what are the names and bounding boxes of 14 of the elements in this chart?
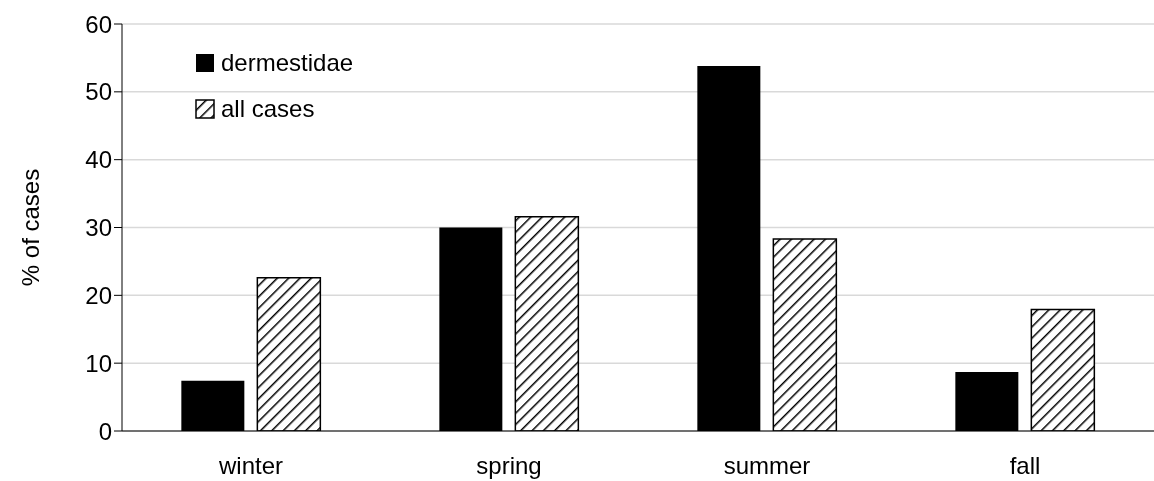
x-tick-label: summer	[723, 452, 811, 480]
legend-label: dermestidae	[221, 49, 354, 77]
y-tick-label: 10	[85, 349, 112, 377]
x-tick-label: winter	[217, 452, 284, 480]
y-tick-label: 50	[85, 78, 112, 106]
y-tick-label: 40	[85, 146, 112, 174]
y-tick-label: 20	[85, 281, 112, 309]
x-tick-label: spring	[476, 452, 542, 480]
y-tick-label: 0	[98, 417, 112, 445]
y-tick-label: 60	[85, 10, 112, 38]
legend-label: all cases	[221, 95, 315, 123]
y-tick-label: 30	[85, 214, 112, 242]
y-axis-title: % of cases	[16, 168, 44, 287]
x-tick-label: fall	[1009, 452, 1041, 480]
